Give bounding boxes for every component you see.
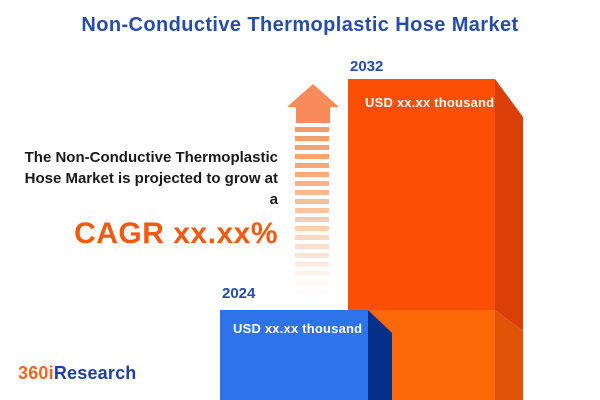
bar-2032-side-bottom-segment	[495, 310, 523, 400]
cagr-value: CAGR xx.xx%	[74, 217, 278, 250]
page-title: Non-Conductive Thermoplastic Hose Market	[81, 14, 519, 36]
bar-2032-side-top	[495, 79, 523, 331]
brand-logo: 360iResearch	[18, 363, 137, 384]
bar-2024-front	[220, 310, 368, 400]
tagline-line-2: Hose Market is projected to grow at	[24, 170, 278, 187]
bar-2024-year-label: 2024	[222, 285, 256, 302]
bar-2032-value-label: USD xx.xx thousand	[365, 95, 495, 110]
tagline-line-1: The Non-Conductive Thermoplastic	[24, 149, 278, 166]
bar-2032-front-top	[348, 79, 495, 310]
tagline-line-3: a	[269, 191, 278, 208]
growth-arrow-head-icon	[287, 84, 339, 123]
brand-logo-research: Research	[53, 363, 137, 383]
bar-2024-side	[368, 310, 392, 400]
bar-2032-year-label: 2032	[350, 58, 384, 75]
bar-2024-value-label: USD xx.xx thousand	[233, 321, 363, 336]
tagline-block: The Non-Conductive Thermoplastic Hose Ma…	[8, 147, 278, 251]
brand-logo-360i: 360i	[18, 363, 54, 383]
growth-arrow-fade-overlay	[290, 124, 336, 298]
